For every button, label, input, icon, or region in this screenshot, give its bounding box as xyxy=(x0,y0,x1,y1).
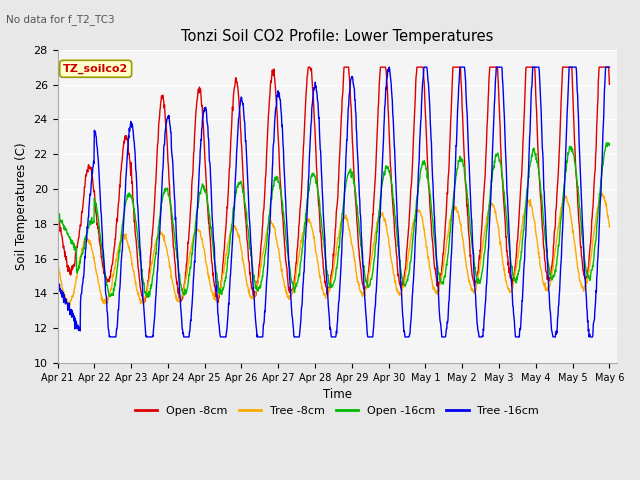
Tree -16cm xyxy=(163,116,171,121)
Open -16cm xyxy=(163,187,171,192)
Open -16cm xyxy=(602,140,610,146)
Open -16cm xyxy=(239,184,246,190)
Y-axis label: Soil Temperatures (C): Soil Temperatures (C) xyxy=(15,143,28,270)
Open -16cm xyxy=(540,224,548,229)
Tree -16cm xyxy=(420,66,428,72)
Text: TZ_soilco2: TZ_soilco2 xyxy=(63,64,128,74)
Open -8cm xyxy=(305,64,312,70)
Tree -8cm xyxy=(598,190,605,196)
Text: No data for f_T2_TC3: No data for f_T2_TC3 xyxy=(6,14,115,25)
Tree -16cm xyxy=(239,99,246,105)
Open -16cm xyxy=(54,213,61,218)
Tree -16cm xyxy=(541,202,548,207)
Open -16cm xyxy=(492,152,499,158)
Tree -16cm xyxy=(492,72,500,78)
Open -16cm xyxy=(144,294,152,300)
Tree -8cm xyxy=(239,257,246,263)
Legend: Open -8cm, Tree -8cm, Open -16cm, Tree -16cm: Open -8cm, Tree -8cm, Open -16cm, Tree -… xyxy=(131,401,543,420)
Title: Tonzi Soil CO2 Profile: Lower Temperatures: Tonzi Soil CO2 Profile: Lower Temperatur… xyxy=(181,29,493,44)
Open -8cm xyxy=(420,76,428,82)
Open -16cm xyxy=(605,141,613,147)
Tree -8cm xyxy=(605,224,613,230)
Tree -16cm xyxy=(54,280,61,286)
Tree -8cm xyxy=(66,302,74,308)
Tree -8cm xyxy=(177,296,184,301)
Line: Open -8cm: Open -8cm xyxy=(58,67,609,303)
Tree -16cm xyxy=(106,334,114,340)
Open -8cm xyxy=(140,300,147,306)
Open -8cm xyxy=(605,82,613,87)
Open -8cm xyxy=(177,296,184,301)
Open -8cm xyxy=(239,161,246,167)
Line: Tree -16cm: Tree -16cm xyxy=(58,67,609,337)
Tree -8cm xyxy=(492,208,499,214)
X-axis label: Time: Time xyxy=(323,388,351,401)
Tree -8cm xyxy=(540,283,548,289)
Open -16cm xyxy=(420,159,428,165)
Tree -8cm xyxy=(54,264,61,269)
Open -8cm xyxy=(541,257,548,263)
Tree -8cm xyxy=(420,223,428,228)
Line: Open -16cm: Open -16cm xyxy=(58,143,609,297)
Open -8cm xyxy=(163,141,171,147)
Tree -16cm xyxy=(385,64,393,70)
Tree -16cm xyxy=(605,64,613,70)
Tree -16cm xyxy=(177,304,184,310)
Open -16cm xyxy=(177,281,184,287)
Tree -8cm xyxy=(163,249,171,254)
Open -8cm xyxy=(492,64,500,70)
Line: Tree -8cm: Tree -8cm xyxy=(58,193,609,305)
Open -8cm xyxy=(54,204,61,210)
